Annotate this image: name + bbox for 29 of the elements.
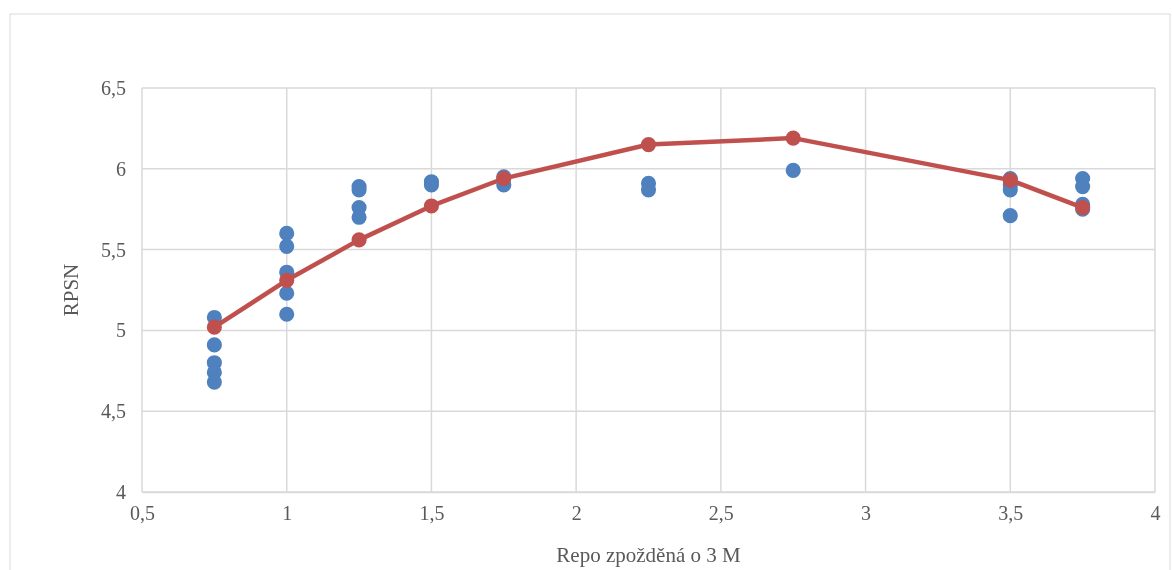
x-tick-label: 4 — [1150, 502, 1161, 525]
x-tick-label: 1,5 — [419, 502, 445, 525]
point — [351, 232, 367, 248]
point — [279, 238, 295, 254]
point — [279, 285, 295, 301]
x-tick-label: 0,5 — [130, 502, 155, 525]
point — [279, 306, 295, 322]
y-tick-label: 4 — [116, 480, 126, 503]
x-tick-label: 2,5 — [708, 502, 734, 525]
point — [279, 272, 295, 288]
point — [1002, 208, 1018, 224]
x-axis-title: Repo zpožděná o 3 M — [556, 543, 741, 567]
point — [423, 198, 439, 214]
y-tick-label: 5,5 — [101, 238, 126, 261]
point — [785, 162, 801, 178]
y-tick-label: 6,5 — [101, 76, 126, 99]
x-tick-label: 3,5 — [998, 502, 1024, 525]
x-tick-label: 2 — [571, 502, 582, 525]
point — [279, 225, 295, 241]
y-axis-title: RPSN — [59, 263, 83, 317]
x-tick-label: 3 — [861, 502, 872, 525]
point — [640, 137, 657, 153]
point — [206, 337, 222, 353]
x-tick-label: 1 — [282, 502, 293, 525]
y-tick-label: 4,5 — [101, 400, 126, 423]
y-tick-label: 5 — [116, 319, 126, 342]
point — [785, 130, 801, 146]
point — [206, 319, 222, 335]
y-tick-label: 6 — [116, 157, 126, 180]
